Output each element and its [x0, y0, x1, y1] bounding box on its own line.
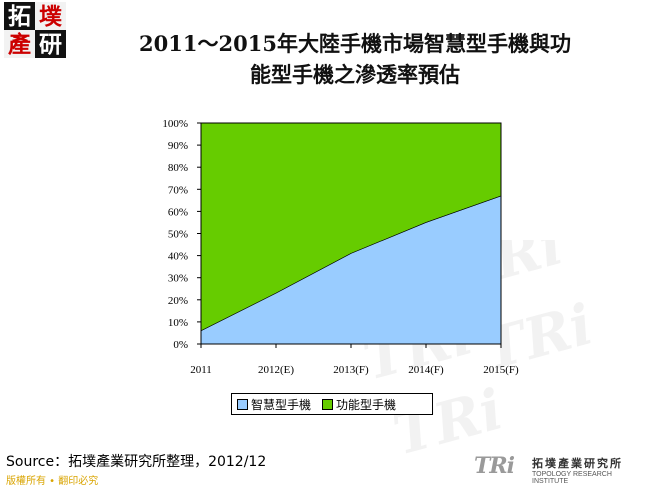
brand-logo: 拓 墣 產 研: [4, 2, 66, 58]
legend-swatch-feature-phone: [322, 398, 334, 410]
x-tick-label: 2015(F): [483, 364, 519, 376]
y-tick-label: 40%: [168, 251, 188, 263]
source-note: Source：拓墣產業研究所整理，2012/12: [6, 454, 267, 470]
legend-item-feature-phone: 功能型手機: [322, 396, 396, 413]
x-tick-label: 2014(F): [408, 364, 444, 376]
y-tick-label: 10%: [168, 317, 188, 329]
logo-char-4: 研: [39, 31, 62, 58]
logo-char-1: 拓: [8, 3, 31, 30]
chart-legend: 智慧型手機 功能型手機: [231, 393, 433, 415]
title-line-1: 2011～2015年大陸手機市場智慧型手機與功: [139, 31, 571, 56]
logo-char-3: 產: [8, 31, 31, 58]
footer-cn-name: 拓墣產業研究所: [532, 457, 623, 470]
y-tick-label: 60%: [168, 206, 188, 218]
footer-tri-logo: TRi: [474, 453, 515, 479]
copyright-note: 版權所有 • 翻印必究: [6, 476, 99, 487]
plot-area-border: [200, 122, 502, 345]
y-tick-label: 70%: [168, 184, 188, 196]
footer-brand: TRi 拓墣產業研究所 TOPOLOGY RESEARCH INSTITUTE: [474, 453, 644, 485]
y-tick-label: 80%: [168, 162, 188, 174]
x-tick-label: 2012(E): [258, 364, 294, 376]
logo-char-2: 墣: [39, 3, 62, 30]
legend-item-smartphone: 智慧型手機: [237, 396, 311, 413]
page-title: 2011～2015年大陸手機市場智慧型手機與功 能型手機之滲透率預估: [70, 28, 640, 90]
y-tick-label: 30%: [168, 273, 188, 285]
y-tick-label: 20%: [168, 295, 188, 307]
legend-label-feature-phone: 功能型手機: [336, 397, 397, 412]
legend-swatch-smartphone: [237, 398, 248, 410]
footer-en-name: TOPOLOGY RESEARCH INSTITUTE: [532, 471, 612, 485]
y-tick-label: 100%: [162, 118, 188, 130]
y-tick-label: 50%: [168, 229, 188, 241]
y-tick-label: 90%: [168, 140, 188, 152]
title-line-2: 能型手機之滲透率預估: [250, 62, 460, 87]
x-tick-label: 2013(F): [333, 364, 369, 376]
x-tick-label: 2011: [190, 364, 212, 376]
y-tick-label: 0%: [173, 339, 188, 351]
legend-label-smartphone: 智慧型手機: [251, 397, 312, 412]
